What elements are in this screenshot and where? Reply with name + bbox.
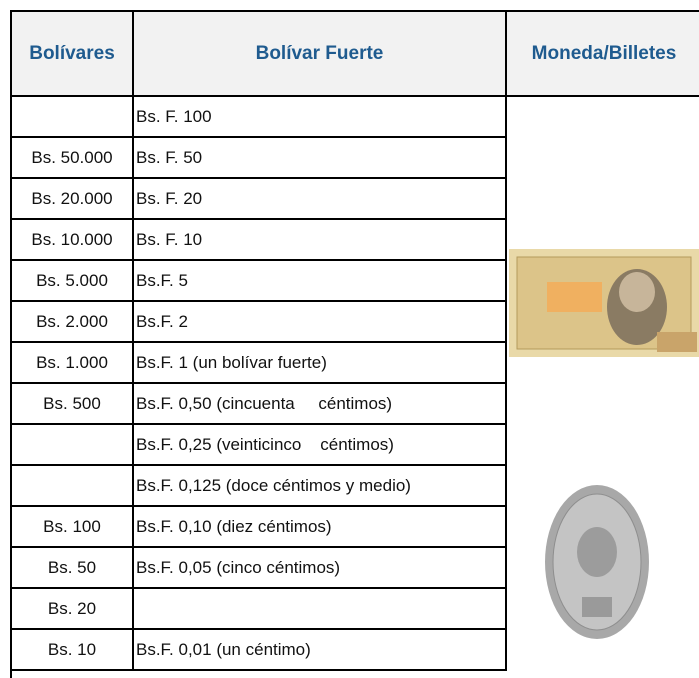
- table-cell: Bs. 5.000: [12, 261, 134, 302]
- table-cell: Bs.F. 0,25 (veinticinco céntimos): [134, 425, 507, 466]
- table-cell: Bs. 50: [12, 548, 134, 589]
- table-cell: Bs. F. 100: [134, 97, 507, 138]
- images: [509, 249, 699, 639]
- table-cell: Bs.F. 0,50 (cincuenta céntimos): [134, 384, 507, 425]
- table-cell: Bs.F. 1 (un bolívar fuerte): [134, 343, 507, 384]
- header-cell: Moneda/Billetes: [507, 12, 699, 97]
- table-cell: Bs. 10: [12, 630, 134, 671]
- table-cell: Bs. 50.000: [12, 138, 134, 179]
- table-cell: Bs. 500: [12, 384, 134, 425]
- table-cell: Bs. 20: [12, 589, 134, 630]
- table-cell: Bs. 10.000: [12, 220, 134, 261]
- table-cell: Bs.F. 5: [134, 261, 507, 302]
- table-cell: Bs. 20.000: [12, 179, 134, 220]
- table-cell: Bs.F. 0,125 (doce céntimos y medio): [134, 466, 507, 507]
- table-cell: Bs. 100: [12, 507, 134, 548]
- table-cell: [12, 425, 134, 466]
- table-cell: Bs. F. 20: [134, 179, 507, 220]
- table-cell: Bs. 1.000: [12, 343, 134, 384]
- table-cell: [12, 97, 134, 138]
- table-cell: Bs.F. 0,10 (diez céntimos): [134, 507, 507, 548]
- currency-table: Bolívares Bolívar Fuerte Moneda/Billetes…: [10, 10, 699, 678]
- table-cell: Bs. F. 10: [134, 220, 507, 261]
- table-cell: [12, 466, 134, 507]
- table-cell: Bs. 2.000: [12, 302, 134, 343]
- table-cell: [134, 589, 507, 630]
- banknote: [509, 249, 699, 357]
- coin: [545, 485, 649, 639]
- header-cell: Bolívar Fuerte: [134, 12, 507, 97]
- header-cell: Bolívares: [12, 12, 134, 97]
- table-cell: Bs.F. 0,05 (cinco céntimos): [134, 548, 507, 589]
- table-cell: Bs.F. 2: [134, 302, 507, 343]
- table-cell: Bs.F. 0,01 (un céntimo): [134, 630, 507, 671]
- table-cell: Bs. F. 50: [134, 138, 507, 179]
